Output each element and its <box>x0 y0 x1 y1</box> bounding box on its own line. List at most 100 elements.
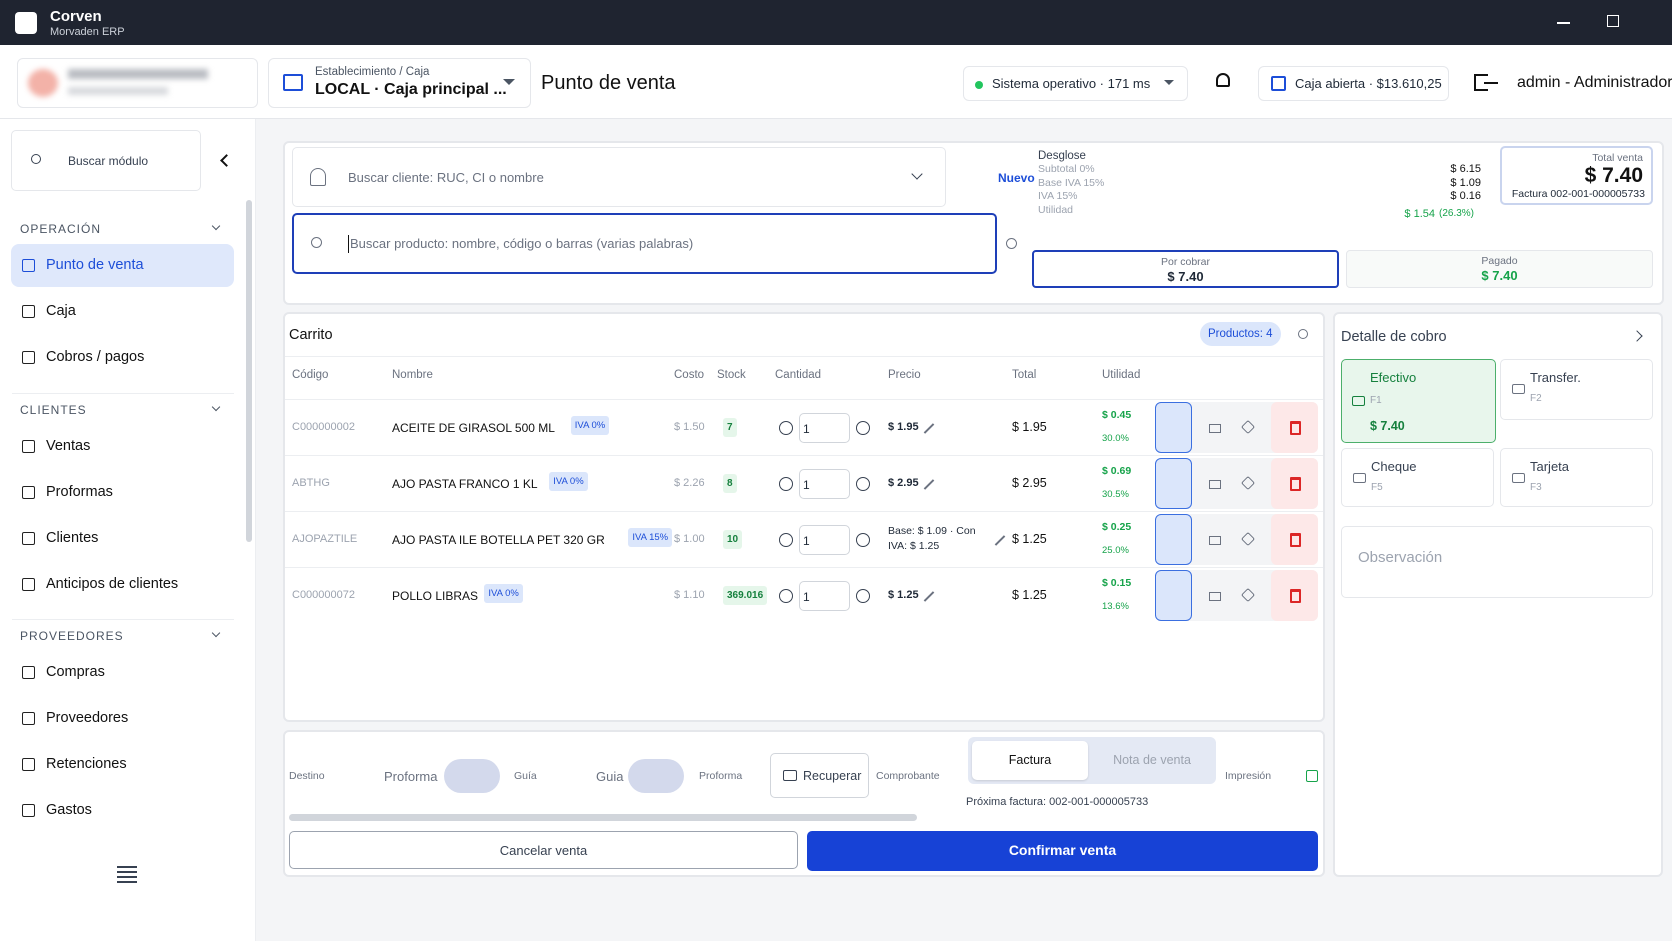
note-tab[interactable]: Nota de venta <box>1113 753 1191 767</box>
product-stock: 10 <box>723 530 743 549</box>
menu-item[interactable]: Proformas <box>46 484 113 500</box>
notifications-button[interactable] <box>1216 73 1230 87</box>
mode-button[interactable] <box>1155 402 1192 453</box>
product-price: $ 1.25 <box>888 589 919 601</box>
menu-item[interactable]: Compras <box>46 664 105 680</box>
column-header: Precio <box>888 369 921 381</box>
proforma-label: Proforma <box>699 769 743 782</box>
increase-qty[interactable] <box>856 421 870 435</box>
qty-input[interactable]: 1 <box>799 469 850 499</box>
divider <box>285 511 1323 512</box>
divider <box>12 393 234 394</box>
dropdown-arrow <box>503 79 515 91</box>
guia-toggle[interactable] <box>628 759 684 793</box>
invoice-tab-label: Factura <box>1008 753 1052 767</box>
cart-search-button[interactable] <box>1298 329 1308 339</box>
menu-item[interactable]: Punto de venta <box>46 257 144 273</box>
delete-button[interactable] <box>1271 514 1318 565</box>
new-client-button[interactable]: Nuevo <box>998 171 1035 185</box>
logout-button[interactable] <box>1474 74 1488 91</box>
menu-item[interactable]: Clientes <box>46 530 99 546</box>
delete-button[interactable] <box>1271 570 1318 621</box>
menu-item[interactable]: Cobros / pagos <box>46 349 145 365</box>
menu-item[interactable]: Anticipos de clientes <box>46 576 179 592</box>
payment-method[interactable]: Tarjeta F3 <box>1500 448 1653 507</box>
card-button[interactable] <box>1209 424 1221 433</box>
minimize-button[interactable] <box>1557 22 1570 24</box>
print-toggle[interactable] <box>1306 770 1318 782</box>
line-margin: 13.6% <box>1102 601 1129 612</box>
column-header: Stock <box>717 369 746 381</box>
dropdown-arrow <box>911 168 923 180</box>
menu-toggle-line[interactable] <box>117 881 137 883</box>
decrease-qty[interactable] <box>779 533 793 547</box>
sidebar <box>0 119 256 941</box>
menu-item[interactable]: Proveedores <box>46 710 129 726</box>
product-placeholder: Buscar producto: nombre, código o barras… <box>350 236 694 251</box>
status-text: Sistema operativo · 171 ms <box>992 76 1151 91</box>
decrease-qty[interactable] <box>779 589 793 603</box>
logout-arrow <box>1484 82 1498 84</box>
cancel-button[interactable]: Cancelar venta <box>289 831 798 869</box>
increase-qty[interactable] <box>856 477 870 491</box>
section-title[interactable]: PROVEEDORES <box>20 629 124 643</box>
mode-button[interactable] <box>1155 458 1192 509</box>
payment-method[interactable]: Transfer. F2 <box>1500 359 1653 420</box>
divider <box>285 356 1323 357</box>
product-search[interactable]: Buscar producto: nombre, código o barras… <box>292 213 997 274</box>
qty-input[interactable]: 1 <box>799 413 850 443</box>
payment-method[interactable]: Cheque F5 <box>1341 448 1494 507</box>
module-search[interactable]: Buscar módulo <box>11 130 201 191</box>
increase-qty[interactable] <box>856 533 870 547</box>
menu-toggle-line[interactable] <box>117 871 137 873</box>
proforma-toggle[interactable] <box>444 759 500 793</box>
recover-button[interactable]: Recuperar <box>770 753 869 798</box>
menu-item[interactable]: Retenciones <box>46 756 127 772</box>
client-search[interactable]: Buscar cliente: RUC, CI o nombre <box>292 147 946 207</box>
product-name: AJO PASTA ILE BOTELLA PET 320 GR <box>392 533 605 547</box>
company-selector[interactable] <box>17 58 258 108</box>
mode-button[interactable] <box>1155 514 1192 565</box>
card-button[interactable] <box>1209 536 1221 545</box>
increase-qty[interactable] <box>856 589 870 603</box>
line-profit: $ 0.15 <box>1102 577 1132 589</box>
mode-button[interactable] <box>1155 570 1192 621</box>
search-icon <box>311 237 322 248</box>
qty-input[interactable]: 1 <box>799 525 850 555</box>
section-title[interactable]: OPERACIÓN <box>20 222 102 236</box>
delete-button[interactable] <box>1271 402 1318 453</box>
due-value: $ 7.40 <box>1167 269 1204 284</box>
summary-label: Utilidad <box>1038 203 1074 216</box>
section-title[interactable]: CLIENTES <box>20 403 87 417</box>
card-button[interactable] <box>1209 592 1221 601</box>
product-stock: 7 <box>723 418 737 437</box>
divider <box>12 619 234 620</box>
maximize-button[interactable] <box>1607 15 1619 27</box>
cash-status[interactable]: Caja abierta · $13.610,25 <box>1258 66 1449 101</box>
establishment-selector[interactable]: Establecimiento / Caja LOCAL · Caja princ… <box>268 58 531 108</box>
status-indicator[interactable]: Sistema operativo · 171 ms <box>963 66 1188 101</box>
line-total: $ 2.95 <box>1012 476 1047 490</box>
payment-method[interactable]: Efectivo F1 $ 7.40 <box>1341 359 1496 443</box>
decrease-qty[interactable] <box>779 421 793 435</box>
invoice-tab[interactable]: Factura <box>972 741 1088 780</box>
qty-input[interactable]: 1 <box>799 581 850 611</box>
line-total: $ 1.95 <box>1012 420 1047 434</box>
menu-toggle-line[interactable] <box>117 866 137 868</box>
menu-item[interactable]: Gastos <box>46 802 92 818</box>
cash-text: Caja abierta · $13.610,25 <box>1295 76 1442 91</box>
card-button[interactable] <box>1209 480 1221 489</box>
folder-icon <box>783 770 797 781</box>
remove-method-button[interactable] <box>1473 394 1485 406</box>
confirm-button[interactable]: Confirmar venta <box>807 831 1318 871</box>
decrease-qty[interactable] <box>779 477 793 491</box>
menu-item[interactable]: Caja <box>46 303 76 319</box>
menu-item[interactable]: Ventas <box>46 438 91 454</box>
divider <box>285 399 1323 400</box>
observation-input[interactable]: Observación <box>1341 526 1653 598</box>
summary-value: $ 6.15 <box>1450 163 1481 175</box>
menu-toggle-line[interactable] <box>117 876 137 878</box>
module-search-placeholder: Buscar módulo <box>68 154 149 168</box>
invoice-number: Factura 002-001-000005733 <box>1511 188 1645 200</box>
delete-button[interactable] <box>1271 458 1318 509</box>
